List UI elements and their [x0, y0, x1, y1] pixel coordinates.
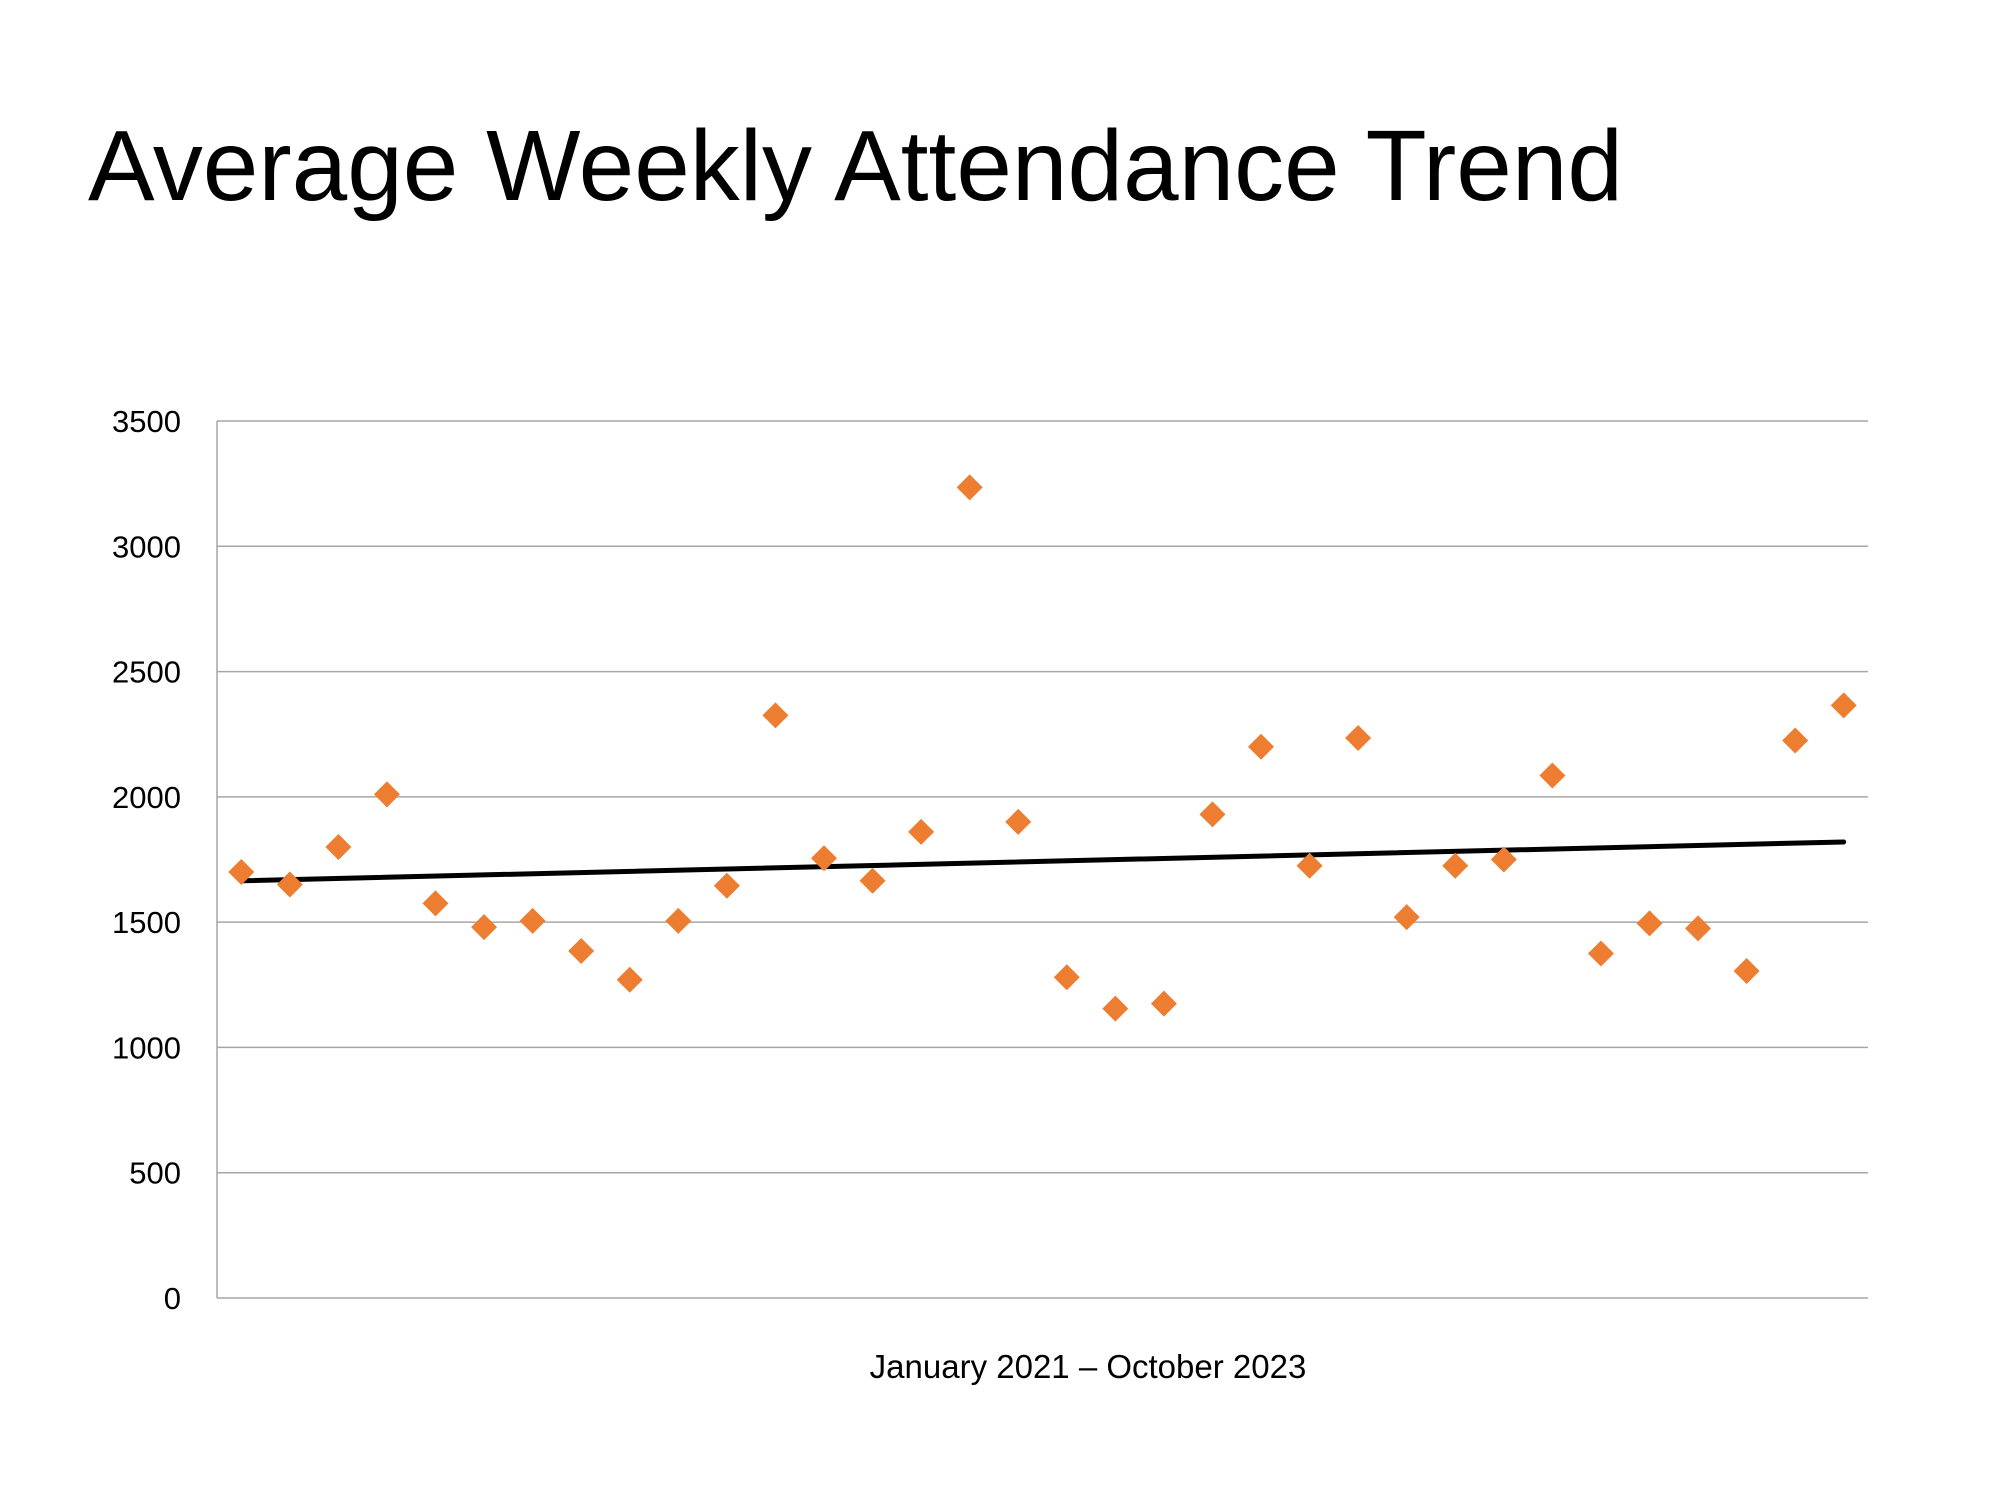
data-point	[1733, 958, 1760, 985]
data-point	[1199, 801, 1226, 828]
data-point	[1393, 904, 1420, 931]
y-tick-label: 1500	[112, 905, 181, 940]
data-point	[1248, 733, 1275, 760]
data-point	[1490, 846, 1517, 873]
data-point	[1587, 940, 1614, 967]
trendline	[238, 839, 1847, 884]
data-point	[1005, 808, 1032, 835]
data-point	[956, 474, 983, 501]
data-point	[1345, 724, 1372, 751]
data-point	[1296, 852, 1323, 879]
data-point	[616, 966, 643, 993]
data-point	[568, 937, 595, 964]
data-point	[908, 818, 935, 845]
data-point	[1636, 910, 1663, 937]
data-point	[859, 867, 886, 894]
chart-title: Average Weekly Attendance Trend	[88, 110, 1623, 222]
y-axis-ticks: 0 500 1000 1500 2000 2500 3000 3500	[112, 404, 181, 1316]
data-point	[1830, 692, 1857, 719]
data-point	[519, 907, 546, 934]
data-point	[810, 845, 837, 872]
data-point	[1102, 995, 1129, 1022]
gridlines	[217, 420, 1868, 1299]
y-tick-label: 3500	[112, 404, 181, 439]
data-point	[1782, 727, 1809, 754]
data-point	[1685, 915, 1712, 942]
y-tick-label: 1000	[112, 1030, 181, 1065]
y-tick-label: 0	[164, 1281, 181, 1316]
data-point	[762, 702, 789, 729]
data-point	[1539, 762, 1566, 789]
data-point	[1150, 990, 1177, 1017]
data-point	[276, 871, 303, 898]
y-tick-label: 3000	[112, 529, 181, 564]
data-point	[713, 872, 740, 899]
y-tick-label: 2000	[112, 780, 181, 815]
data-point	[228, 859, 255, 886]
data-point	[373, 781, 400, 808]
x-axis-label: January 2021 – October 2023	[870, 1348, 1307, 1385]
data-point	[471, 914, 498, 941]
data-point	[1053, 964, 1080, 991]
data-point	[422, 890, 449, 917]
data-point	[1442, 852, 1469, 879]
y-tick-label: 500	[129, 1156, 181, 1191]
data-point	[665, 907, 692, 934]
data-point	[325, 833, 352, 860]
y-tick-label: 2500	[112, 655, 181, 690]
data-points	[228, 474, 1857, 1022]
